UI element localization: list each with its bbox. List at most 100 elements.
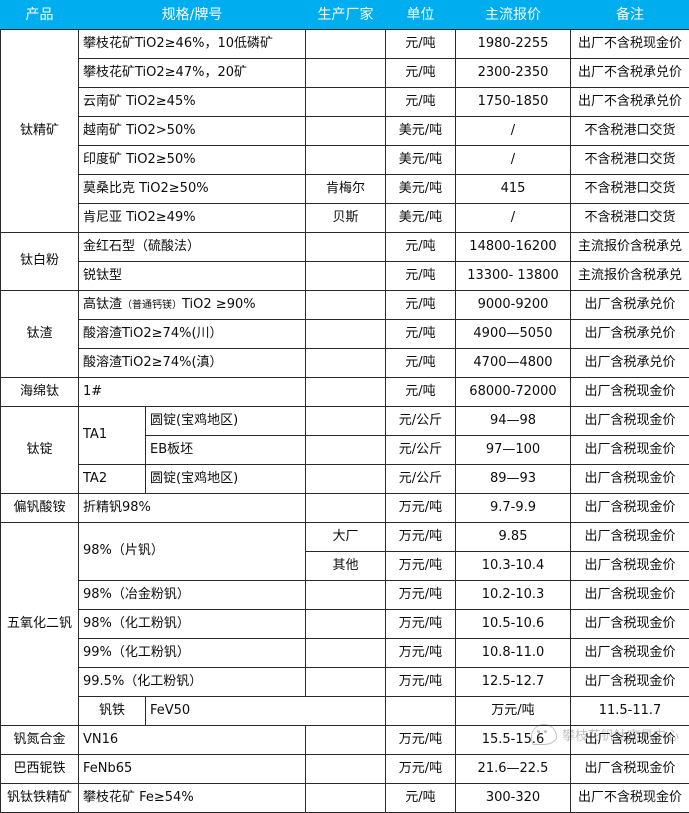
note-cell: 出厂含税承兑价 [571,320,689,349]
manufacturer-cell: 大厂 [306,523,386,552]
unit-cell: 元/吨 [386,88,456,117]
grade-cell: TA1 [79,407,146,465]
table-row: 越南矿 TiO2>50%美元/吨/不含税港口交货 [1,117,689,146]
spec-cell: 酸溶渣TiO2≥74%(川） [79,320,306,349]
spec-cell: 锐钛型 [79,262,306,291]
spec-cell: 圆锭(宝鸡地区) [146,407,306,436]
note-cell: 不含税港口交货 [571,175,689,204]
note-cell: 出厂含税承兑价 [571,349,689,378]
spec-cell: VN16 [79,726,306,755]
price-cell: 4700—4800 [456,349,571,378]
unit-cell: 元/吨 [386,59,456,88]
manufacturer-cell [306,88,386,117]
column-header-price: 主流报价 [456,1,571,30]
product-name-cell: 钒铁 [79,697,146,726]
note-cell: 出厂含税现金价 [571,668,689,697]
note-cell: 不含税港口交货 [571,117,689,146]
price-cell: 13300- 13800 [456,262,571,291]
column-header-note: 备注 [571,1,689,30]
unit-cell: 万元/吨 [386,639,456,668]
unit-cell: 万元/吨 [386,610,456,639]
manufacturer-cell [306,262,386,291]
manufacturer-cell [306,436,386,465]
note-cell: 出厂含税现金价 [571,639,689,668]
price-cell: / [456,146,571,175]
manufacturer-cell [306,146,386,175]
price-cell: 10.8-11.0 [456,639,571,668]
manufacturer-cell [306,30,386,59]
manufacturer-cell [306,320,386,349]
price-cell: 9000-9200 [456,291,571,320]
grade-cell: TA2 [79,465,146,494]
note-cell: 不含税港口交货 [571,146,689,175]
column-header-manufacturer: 生产厂家 [306,1,386,30]
note-cell: 出厂含税现金价 [571,610,689,639]
unit-cell: 元/吨 [386,262,456,291]
price-cell: 12.5-12.7 [456,668,571,697]
price-cell: 15.5-15.6 [456,726,571,755]
unit-cell: 元/吨 [386,233,456,262]
price-cell: 10.5-10.6 [456,610,571,639]
manufacturer-cell [306,726,386,755]
manufacturer-cell: 其他 [306,552,386,581]
spec-cell: 99%（化工粉钒） [79,639,306,668]
price-cell: 9.7-9.9 [456,494,571,523]
price-cell: 1980-2255 [456,30,571,59]
manufacturer-cell [306,610,386,639]
price-cell: 10.2-10.3 [456,581,571,610]
unit-cell: 元/吨 [386,349,456,378]
spec-cell: 印度矿 TiO2≥50% [79,146,306,175]
unit-cell: 万元/吨 [386,494,456,523]
manufacturer-cell [306,668,386,697]
manufacturer-cell [306,117,386,146]
note-cell: 出厂不含税现金价 [571,784,689,813]
note-cell: 出厂含税现金价 [571,726,689,755]
price-cell: 10.3-10.4 [456,552,571,581]
manufacturer-cell: 肯梅尔 [306,175,386,204]
spec-cell: 高钛渣（普通钙镁）TiO2 ≥90% [79,291,306,320]
table-row: 肯尼亚 TiO2≥49%贝斯美元/吨/不含税港口交货 [1,204,689,233]
unit-cell: 元/吨 [386,320,456,349]
unit-cell: 万元/吨 [386,523,456,552]
unit-cell: 万元/吨 [456,697,571,726]
note-cell: 出厂不含税承兑价 [571,88,689,117]
price-cell: 89—93 [456,465,571,494]
note-cell: 出厂含税现金价 [571,378,689,407]
spec-cell: 98%（化工粉钒） [79,610,306,639]
manufacturer-cell [386,697,456,726]
manufacturer-cell [306,581,386,610]
note-cell: 出厂含税现金价 [571,552,689,581]
note-cell: 出厂含税现金价 [571,407,689,436]
product-name-cell: 钛精矿 [1,30,79,233]
note-cell: 出厂含税现金价 [571,465,689,494]
spec-cell: 1# [79,378,306,407]
note-cell: 出厂含税现金价 [571,494,689,523]
spec-cell: 云南矿 TiO2≥45% [79,88,306,117]
price-cell: 94—98 [456,407,571,436]
price-cell: 68000-72000 [456,378,571,407]
price-cell: 9.85 [456,523,571,552]
unit-cell: 美元/吨 [386,204,456,233]
unit-cell: 万元/吨 [386,726,456,755]
manufacturer-cell [306,349,386,378]
note-cell: 出厂含税现金价 [571,523,689,552]
price-cell: 415 [456,175,571,204]
unit-cell: 美元/吨 [386,146,456,175]
price-cell: 300-320 [456,784,571,813]
note-cell: 出厂不含税承兑价 [571,59,689,88]
unit-cell: 元/吨 [386,378,456,407]
column-header-unit: 单位 [386,1,456,30]
price-cell: 1750-1850 [456,88,571,117]
product-name-cell: 偏钒酸铵 [1,494,79,523]
manufacturer-cell [306,233,386,262]
manufacturer-cell [306,784,386,813]
